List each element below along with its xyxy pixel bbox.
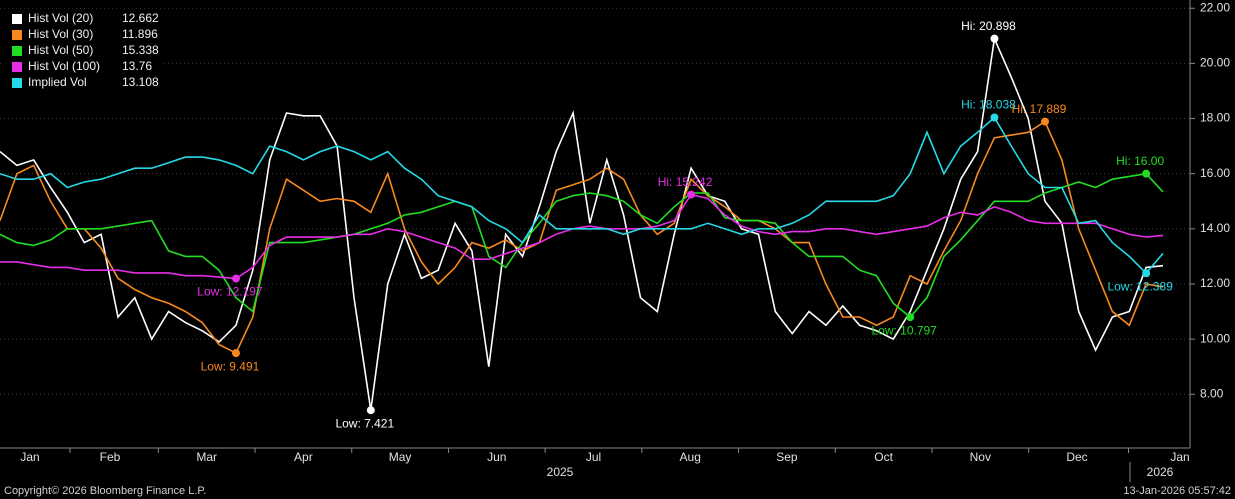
- legend-label: Hist Vol (100): [28, 59, 100, 73]
- x-tick-label: Sep: [776, 450, 798, 464]
- x-tick-label: Mar: [196, 450, 217, 464]
- x-tick-label: Apr: [294, 450, 313, 464]
- y-tick-label: 14.00: [1200, 221, 1230, 235]
- hi-low-label: Hi: 20.898: [961, 19, 1016, 33]
- x-tick-label: Jul: [586, 450, 601, 464]
- footer-right: 13-Jan-2026 05:57:42: [1123, 485, 1231, 497]
- hi-low-marker: [231, 274, 240, 283]
- hi-low-label: Hi: 15.242: [658, 175, 713, 189]
- hi-low-label: Hi: 17.889: [1012, 102, 1067, 116]
- legend-label: Hist Vol (50): [28, 43, 93, 57]
- hi-low-marker: [1142, 169, 1151, 178]
- hi-low-marker: [990, 34, 999, 43]
- legend-label: Hist Vol (20): [28, 11, 93, 25]
- hi-low-label: Low: 9.491: [201, 359, 260, 373]
- x-tick-label: Feb: [100, 450, 121, 464]
- hi-low-label: Hi: 16.00: [1116, 154, 1164, 168]
- y-tick-label: 20.00: [1200, 56, 1230, 70]
- legend-label: Hist Vol (30): [28, 27, 93, 41]
- hi-low-marker: [231, 349, 240, 358]
- y-tick-label: 22.00: [1200, 0, 1230, 14]
- footer-left: Copyright© 2026 Bloomberg Finance L.P.: [4, 485, 206, 497]
- series-line: [0, 172, 1164, 319]
- legend-swatch: [12, 78, 22, 88]
- x-tick-label: Jun: [487, 450, 506, 464]
- x-tick-label: Aug: [680, 450, 701, 464]
- hi-low-marker: [1142, 269, 1151, 278]
- legend-box: [4, 10, 164, 94]
- hi-low-marker: [366, 406, 375, 415]
- hi-low-label: Low: 12.389: [1107, 279, 1173, 293]
- y-tick-label: 12.00: [1200, 276, 1230, 290]
- hi-low-label: Low: 10.797: [871, 323, 937, 337]
- legend-value: 11.896: [122, 27, 158, 41]
- year-label: 2025: [547, 465, 574, 479]
- x-tick-label: Nov: [970, 450, 991, 464]
- hi-low-label: Low: 12.197: [197, 285, 263, 299]
- x-tick-label: Jan: [20, 450, 39, 464]
- hi-low-label: Low: 7.421: [335, 416, 394, 430]
- legend: Hist Vol (20) 12.662 Hist Vol (30) 11.896 Hi…: [4, 10, 164, 94]
- grid: [0, 7, 1195, 395]
- y-tick-label: 16.00: [1200, 166, 1230, 180]
- legend-swatch: [12, 14, 22, 24]
- hi-low-marker: [906, 313, 915, 322]
- legend-label: Implied Vol: [28, 75, 87, 89]
- y-tick-label: 8.00: [1200, 386, 1224, 400]
- legend-swatch: [12, 46, 22, 56]
- y-tick-label: 18.00: [1200, 111, 1230, 125]
- legend-value: 12.662: [122, 11, 159, 25]
- year-label: 2026: [1147, 465, 1174, 479]
- legend-value: 15.338: [122, 43, 159, 57]
- hi-low-marker: [687, 190, 696, 199]
- x-tick-label: Dec: [1066, 450, 1087, 464]
- legend-value: 13.108: [122, 75, 159, 89]
- x-tick-label: Oct: [874, 450, 893, 464]
- hi-low-marker: [990, 113, 999, 122]
- legend-swatch: [12, 62, 22, 72]
- series-line: [0, 120, 1164, 355]
- x-tick-label: May: [389, 450, 412, 464]
- series-line: [0, 116, 1164, 275]
- hi-low-marker: [1041, 117, 1050, 126]
- hi-low-label: Hi: 18.038: [961, 98, 1016, 112]
- legend-value: 13.76: [122, 59, 152, 73]
- y-tick-label: 10.00: [1200, 331, 1230, 345]
- series-line: [0, 35, 1164, 411]
- series-line: [0, 193, 1164, 280]
- x-tick-label: Jan: [1170, 450, 1189, 464]
- plot: Low: 7.421 Hi: 20.898 Low: 9.491 Hi: 17.889…: [0, 19, 1173, 430]
- legend-swatch: [12, 30, 22, 40]
